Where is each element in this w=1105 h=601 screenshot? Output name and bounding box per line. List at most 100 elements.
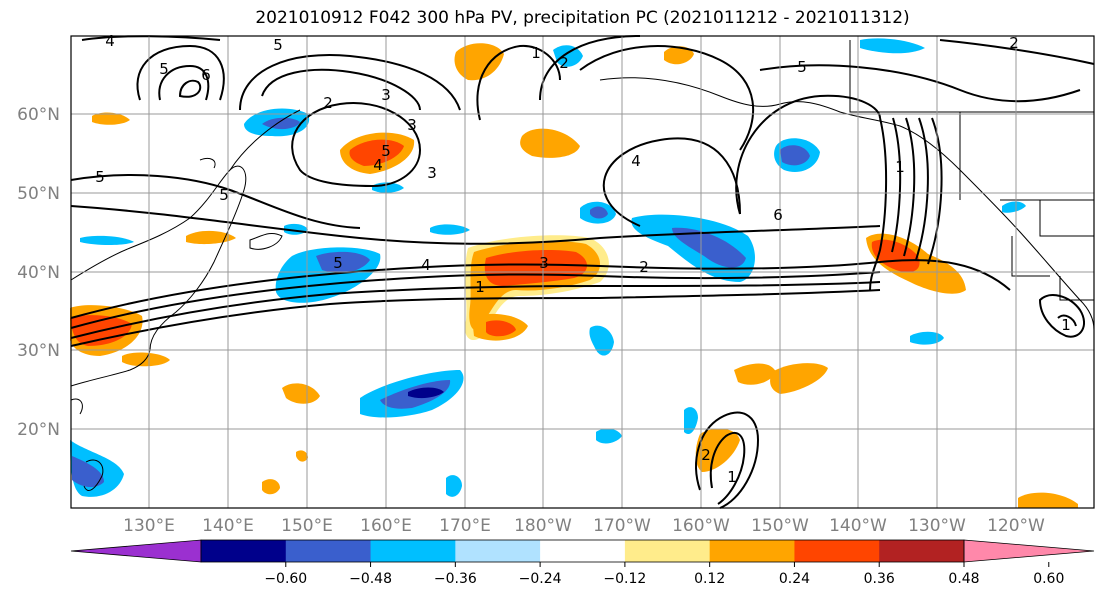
contour-label: 2 xyxy=(1009,34,1019,52)
colorbar-tick-label: 0.24 xyxy=(779,571,810,587)
lon-label: 140°E xyxy=(202,516,254,536)
gridlines xyxy=(71,36,1094,508)
precip-area xyxy=(684,407,698,435)
colorbar-swatch xyxy=(455,540,541,562)
precip-area xyxy=(910,331,944,345)
lon-label: 170°E xyxy=(439,516,491,536)
contour-label: 5 xyxy=(95,168,105,186)
precip-area xyxy=(349,139,404,166)
precip-area xyxy=(860,38,925,54)
precip-area xyxy=(553,45,583,67)
pv-contour xyxy=(70,174,361,229)
precip-area xyxy=(454,43,504,81)
coastline xyxy=(83,459,104,491)
colorbar-tick-label: 0.12 xyxy=(694,571,725,587)
lon-label: 130°E xyxy=(123,516,175,536)
precip-area xyxy=(589,325,614,356)
contour-label: 4 xyxy=(105,32,115,50)
pv-contour xyxy=(891,117,902,253)
precip-area xyxy=(734,363,776,385)
precip-area xyxy=(262,117,300,130)
contour-label: 6 xyxy=(201,66,211,84)
precip-area xyxy=(262,479,280,495)
precip-area xyxy=(770,363,828,394)
pv-contour xyxy=(70,271,881,329)
contour-label: 4 xyxy=(421,256,431,274)
longitude-labels: 130°E 140°E 150°E 160°E 170°E 180°W 170°… xyxy=(123,516,1045,536)
contour-label: 3 xyxy=(427,164,437,182)
colorbar-tick-label: 0.48 xyxy=(948,571,979,587)
coastline xyxy=(229,109,301,171)
colorbar: −0.60 −0.48 −0.36 −0.24 −0.12 0.12 0.24 0.36 0.4… xyxy=(70,539,1095,587)
lon-label: 140°W xyxy=(829,516,887,536)
colorbar-tick-label: −0.12 xyxy=(603,571,646,587)
pv-contour xyxy=(903,117,916,257)
coastline xyxy=(1059,276,1094,301)
lon-label: 160°W xyxy=(672,516,730,536)
precip-area xyxy=(72,456,104,488)
contour-label: 1 xyxy=(1061,316,1071,334)
contour-label: 1 xyxy=(475,278,485,296)
contour-label: 5 xyxy=(797,58,807,76)
contour-label: 2 xyxy=(701,446,711,464)
coastline xyxy=(849,40,1094,113)
lon-label: 170°W xyxy=(593,516,651,536)
pv-contour xyxy=(1057,314,1077,327)
pv-contour xyxy=(709,431,746,505)
colorbar-swatch xyxy=(624,540,711,562)
precip-area xyxy=(446,475,462,497)
contour-label: 5 xyxy=(273,36,283,54)
precip-area xyxy=(486,320,516,337)
contour-label: 2 xyxy=(323,94,333,112)
pv-contour xyxy=(939,39,1095,65)
coastline xyxy=(249,233,283,250)
precip-area xyxy=(596,428,622,444)
precip-area xyxy=(92,112,130,125)
precip-area xyxy=(520,128,580,158)
pv-contour xyxy=(70,281,881,339)
precip-area xyxy=(590,206,608,219)
coastlines xyxy=(70,40,1095,491)
pv-contour xyxy=(539,35,641,101)
contour-label: 5 xyxy=(219,186,229,204)
colorbar-swatches xyxy=(70,539,1095,563)
contour-label: 3 xyxy=(381,86,391,104)
pv-contour xyxy=(136,44,225,101)
precip-area xyxy=(871,239,920,273)
coastline xyxy=(70,398,83,415)
lat-label: 30°N xyxy=(17,341,60,361)
colorbar-tick-label: 0.36 xyxy=(864,571,895,587)
colorbar-ticks: −0.60 −0.48 −0.36 −0.24 −0.12 0.12 0.24 0.36 0.4… xyxy=(264,562,1064,587)
colorbar-extend-low xyxy=(70,539,202,563)
colorbar-swatch xyxy=(370,540,456,562)
pv-contour xyxy=(735,94,881,215)
precip-area xyxy=(408,387,444,399)
precip-area xyxy=(672,227,746,268)
lat-label: 50°N xyxy=(17,184,60,204)
pv-contour xyxy=(158,64,210,101)
lon-label: 150°W xyxy=(751,516,809,536)
contour-label: 1 xyxy=(727,468,737,486)
colorbar-swatch xyxy=(201,540,287,562)
precip-area xyxy=(430,224,470,235)
pv-contour xyxy=(261,68,421,111)
colorbar-swatch xyxy=(879,540,965,562)
contour-label: 2 xyxy=(639,258,649,276)
pv-contour xyxy=(70,289,881,347)
pv-contour xyxy=(291,102,422,188)
lon-label: 150°E xyxy=(281,516,333,536)
coastline xyxy=(1011,236,1050,277)
lon-label: 130°W xyxy=(908,516,966,536)
precip-area xyxy=(316,251,370,273)
contour-labels: 4 5 6 5 1 2 3 2 3 5 4 5 3 5 1 2 5 4 6 5 … xyxy=(95,32,1071,486)
coastline xyxy=(1039,200,1094,237)
colorbar-swatch xyxy=(794,540,880,562)
colorbar-swatch xyxy=(540,540,626,562)
pv-contour xyxy=(915,117,929,261)
coastline xyxy=(599,77,1095,331)
lon-label: 180°W xyxy=(514,516,572,536)
colorbar-extend-high xyxy=(963,539,1095,563)
pv-contour xyxy=(695,411,760,509)
precip-area xyxy=(296,450,308,462)
